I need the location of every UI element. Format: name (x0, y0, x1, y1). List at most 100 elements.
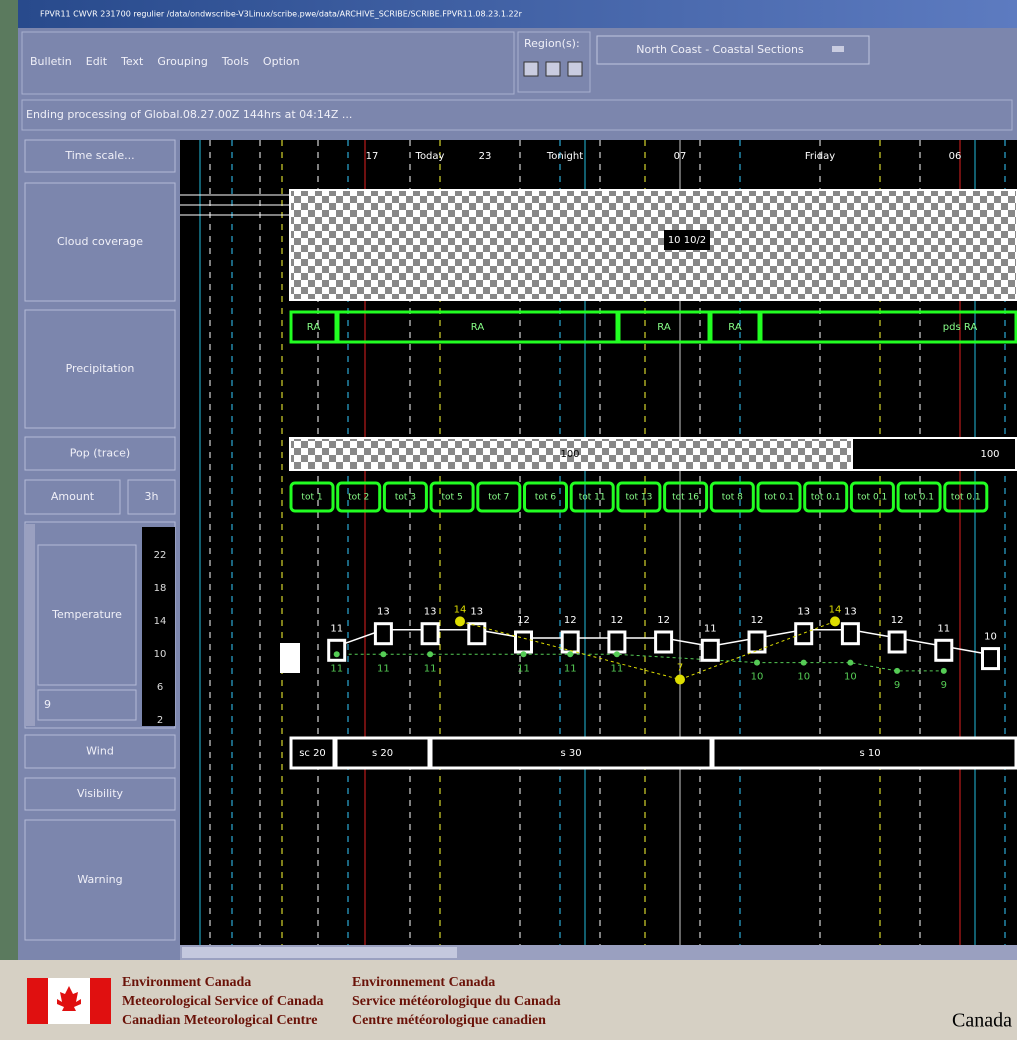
amount-box (849, 481, 895, 513)
scale-label: 14 (154, 616, 167, 627)
status-bar (21, 99, 1013, 131)
time-label: Friday (805, 151, 835, 162)
amount-label: tot 13 (625, 493, 652, 503)
amount-label: tot 16 (672, 493, 699, 503)
wind-box (334, 736, 431, 770)
temp-low-marker (894, 667, 901, 674)
row-button[interactable] (24, 309, 176, 429)
menu-item[interactable]: Option (263, 55, 300, 68)
temp-low-marker (754, 659, 760, 666)
precip-label: RA (307, 322, 321, 333)
precip-label: pds RA (943, 322, 978, 333)
row-button[interactable] (24, 819, 176, 941)
row-label: Warning (77, 873, 122, 886)
temp-marker (934, 638, 954, 662)
row-label: Cloud coverage (57, 235, 143, 248)
row-button[interactable] (127, 479, 176, 515)
temp-value: 13 (424, 607, 437, 618)
temp-marker (981, 647, 1000, 671)
footer-en: Environment Canada (122, 975, 251, 990)
time-label: 17 (366, 151, 379, 162)
scale-label: 6 (157, 682, 163, 693)
row-button[interactable] (24, 777, 176, 811)
region-dropdown[interactable] (596, 35, 870, 65)
temp-value: 12 (611, 615, 624, 626)
flag-bar (27, 978, 48, 1024)
time-label: 07 (674, 151, 687, 162)
amount-box (896, 481, 942, 513)
temp-marker (420, 622, 440, 646)
time-label: Tonight (546, 151, 583, 162)
temp-marker (794, 622, 814, 646)
wind-label: s 30 (560, 748, 581, 759)
temp-marker (514, 630, 533, 654)
temp-marker (700, 638, 720, 662)
temp-value: 12 (891, 615, 904, 626)
temp-value: 12 (751, 615, 764, 626)
amount-label: tot 8 (722, 493, 743, 503)
precip-box (289, 310, 338, 344)
temp-marker (887, 630, 907, 654)
row-button[interactable] (37, 544, 137, 686)
amount-label: tot 0.1 (811, 493, 841, 503)
menu-item[interactable]: Grouping (157, 55, 208, 68)
region-button[interactable] (523, 61, 539, 77)
menu-item[interactable]: Tools (221, 55, 249, 68)
precip-box (709, 310, 761, 344)
temp-low-marker (940, 667, 947, 674)
temp-value: 13 (470, 607, 483, 618)
temp-value: 12 (657, 615, 670, 626)
temp-low-value: 11 (377, 663, 390, 674)
temp-value: 12 (564, 615, 577, 626)
pop-label: 100 (560, 449, 579, 460)
row-button[interactable] (24, 436, 176, 471)
precip-box (617, 310, 711, 344)
temp-value: 11 (937, 623, 950, 634)
row-label: Precipitation (66, 362, 135, 375)
cloud-box (289, 189, 1017, 301)
menu-bar (21, 31, 515, 95)
amount-box (382, 481, 428, 513)
amount-label: tot 0.1 (951, 493, 981, 503)
input-box[interactable] (37, 689, 137, 721)
region-button[interactable] (567, 61, 583, 77)
row-label: Pop (trace) (70, 447, 130, 460)
temp-extreme-value: 14 (829, 604, 842, 615)
menu-item[interactable]: Edit (86, 55, 108, 68)
temp-marker (373, 622, 393, 646)
region-button[interactable] (545, 61, 561, 77)
footer-fr: Service météorologique du Canada (352, 994, 561, 1009)
row-button[interactable] (24, 734, 176, 769)
amount-box (476, 481, 522, 513)
row-button[interactable] (24, 182, 176, 302)
temp-marker (607, 630, 627, 654)
temp-value: 13 (797, 607, 810, 618)
row-button[interactable] (24, 139, 176, 173)
menu-item[interactable]: Text (120, 55, 144, 68)
temp-low-marker (427, 651, 434, 658)
temp-low-value: 10 (751, 672, 764, 683)
amount-box (429, 481, 475, 513)
temp-marker (654, 630, 674, 654)
menu-item[interactable]: Bulletin (30, 55, 72, 68)
scale-label: 10 (154, 649, 167, 660)
cloud-label: 10 10/2 (668, 235, 706, 246)
scroll-track (25, 524, 35, 726)
temp-marker (467, 622, 487, 646)
amount-label: tot 6 (535, 493, 556, 503)
temp-extreme-line (459, 620, 836, 681)
flag-bar (90, 978, 111, 1024)
cloud-tag (664, 230, 710, 250)
row-button[interactable] (24, 479, 121, 515)
row-label: 3h (145, 490, 159, 503)
amount-box (803, 481, 849, 513)
scale-label: 2 (157, 715, 163, 726)
amount-box (709, 481, 755, 513)
footer (0, 960, 1017, 1040)
temp-extreme-value: 14 (454, 604, 467, 615)
amount-box (289, 481, 335, 513)
precip-label: RA (471, 322, 485, 333)
temp-low-value: 11 (564, 663, 577, 674)
amount-box (663, 481, 709, 513)
scroll-thumb[interactable] (182, 947, 457, 958)
